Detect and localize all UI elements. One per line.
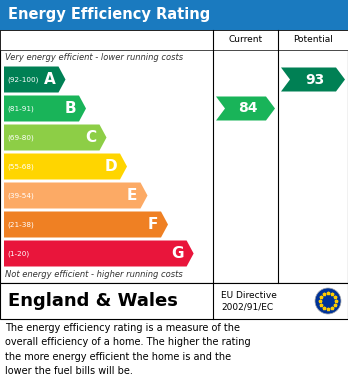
Polygon shape (4, 183, 148, 208)
Text: Potential: Potential (293, 36, 333, 45)
Text: G: G (171, 246, 184, 261)
Text: B: B (64, 101, 76, 116)
Text: (55-68): (55-68) (7, 163, 34, 170)
Text: E: E (127, 188, 137, 203)
Text: Not energy efficient - higher running costs: Not energy efficient - higher running co… (5, 270, 183, 279)
Text: Very energy efficient - lower running costs: Very energy efficient - lower running co… (5, 53, 183, 62)
Polygon shape (4, 154, 127, 179)
Text: D: D (104, 159, 117, 174)
Text: 93: 93 (306, 72, 325, 86)
Text: F: F (148, 217, 158, 232)
Text: The energy efficiency rating is a measure of the
overall efficiency of a home. T: The energy efficiency rating is a measur… (5, 323, 251, 376)
Bar (0, 30, 348, 283)
Bar (0, 30, 348, 50)
Text: England & Wales: England & Wales (8, 292, 178, 310)
Polygon shape (4, 124, 106, 151)
Text: EU Directive
2002/91/EC: EU Directive 2002/91/EC (221, 291, 277, 311)
Text: C: C (85, 130, 96, 145)
Bar (0, 283, 348, 319)
Polygon shape (281, 68, 345, 91)
Text: (81-91): (81-91) (7, 105, 34, 112)
Text: (92-100): (92-100) (7, 76, 38, 83)
Polygon shape (216, 97, 275, 120)
Text: (1-20): (1-20) (7, 250, 29, 257)
Text: Energy Efficiency Rating: Energy Efficiency Rating (8, 7, 210, 23)
Text: (69-80): (69-80) (7, 134, 34, 141)
Bar (0, 0, 348, 30)
Text: (21-38): (21-38) (7, 221, 34, 228)
Text: 84: 84 (238, 102, 258, 115)
Polygon shape (4, 212, 168, 237)
Circle shape (315, 288, 341, 314)
Text: (39-54): (39-54) (7, 192, 34, 199)
Polygon shape (4, 240, 193, 267)
Polygon shape (4, 95, 86, 122)
Text: Current: Current (228, 36, 262, 45)
Text: A: A (44, 72, 55, 87)
Polygon shape (4, 66, 65, 93)
